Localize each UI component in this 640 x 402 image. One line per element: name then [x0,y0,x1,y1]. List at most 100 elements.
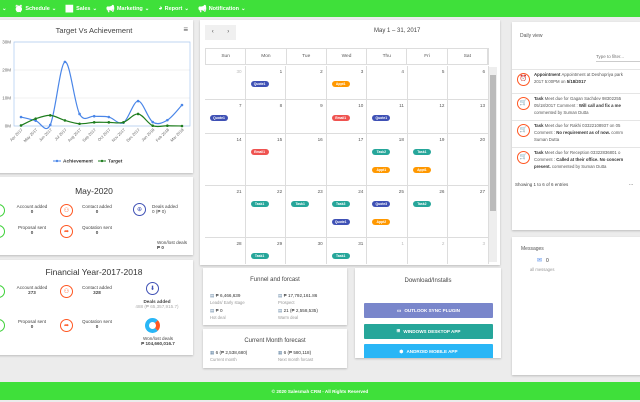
data-point-target[interactable] [151,124,155,128]
filter-input[interactable] [596,52,640,62]
day-cell[interactable]: 28 [205,238,246,264]
day-cell[interactable]: 2 [408,238,449,264]
data-point-achievement[interactable] [19,115,23,119]
data-point-achievement[interactable] [48,123,52,127]
day-cell[interactable]: 30 [205,66,246,99]
day-cell[interactable]: 9 [286,100,327,133]
data-point-target[interactable] [78,122,81,126]
nav-chevron-icon[interactable]: ⌄ [2,5,7,12]
day-cell[interactable]: 31 Task1 [327,238,368,264]
calendar-event[interactable]: Quote1 [250,81,269,87]
data-point-achievement[interactable] [166,118,169,122]
data-point-target[interactable] [92,121,96,124]
calendar-event[interactable]: Quote3 [372,201,391,207]
data-point-achievement[interactable] [136,99,140,103]
day-cell[interactable]: 5 [408,66,449,99]
data-point-achievement[interactable] [92,114,96,118]
day-cell[interactable]: 13 [448,100,489,133]
data-point-achievement[interactable] [34,119,37,122]
data-point-achievement[interactable] [151,120,155,124]
data-point-achievement[interactable] [107,115,111,119]
daily-entry[interactable]: 🛒 Task Meet due for Rakhi 03322108937 on … [517,123,640,143]
data-point-achievement[interactable] [78,112,81,116]
day-cell[interactable]: 12 [408,100,449,133]
data-point-achievement[interactable] [180,103,184,107]
daily-entry[interactable]: 🛒 Task Meet due for Reception 03322836801… [517,150,640,170]
data-point-target[interactable] [180,124,184,128]
day-cell[interactable]: 3 Appt1 [327,66,368,99]
download-button[interactable]: ⬢ ANDROID MOBILE APP [364,344,493,358]
next-button[interactable]: › [227,29,230,35]
day-cell[interactable]: 25 Quote3 Appt2 [367,186,408,237]
data-point-target[interactable] [19,124,23,127]
calendar-event[interactable]: Task1 [412,149,431,155]
calendar-event[interactable]: Appt2 [372,219,391,225]
all-messages-link[interactable]: all messages [530,267,555,272]
day-cell[interactable]: 1 Quote1 [246,66,287,99]
month-proposal: Proposal sent 0 [17,225,47,235]
data-point-target[interactable] [107,121,111,124]
day-cell[interactable]: 21 [205,186,246,237]
pager-ellipsis[interactable]: ... [629,181,634,187]
day-cell[interactable]: 20 [448,134,489,185]
legend-label[interactable]: Target [108,159,123,165]
day-cell[interactable]: 16 [286,134,327,185]
calendar-event[interactable]: Task2 [412,201,431,207]
calendar-event[interactable]: Task1 [291,201,310,207]
data-point-target[interactable] [166,124,169,128]
day-cell[interactable]: 7 Quote1 [205,100,246,133]
day-cell[interactable]: 11 Quote1 [367,100,408,133]
data-point-target[interactable] [63,119,67,122]
day-cell[interactable]: 15 Email1 [246,134,287,185]
calendar-event[interactable]: Email1 [331,115,350,121]
calendar-event[interactable]: Quote1 [372,115,391,121]
calendar-scrollbar[interactable] [489,67,497,262]
day-cell[interactable]: 30 [286,238,327,264]
day-cell[interactable]: 23 Task1 [286,186,327,237]
data-point-target[interactable] [34,117,37,121]
day-cell[interactable]: 26 Task2 [408,186,449,237]
download-button[interactable]: ▭ OUTLOOK SYNC PLUGIN [364,303,493,318]
day-cell[interactable]: 3 [448,238,489,264]
data-point-target[interactable] [122,121,125,124]
daily-entry[interactable]: 🛒 Task Meet due for Gagan Sachdev 9830225… [517,96,640,116]
day-cell[interactable]: 29 Task1 [246,238,287,264]
menu-icon[interactable]: ≡ [183,25,188,34]
nav-item-marketing[interactable]: 📢 Marketing ⌄ [106,5,150,13]
prev-button[interactable]: ‹ [211,29,214,35]
daily-entry[interactable]: ⏰ Appointment Appointment at Deshopriya p… [517,72,640,86]
day-cell[interactable]: 19 Task1 Appt1 [408,134,449,185]
calendar-event[interactable]: Email1 [250,149,269,155]
calendar-event[interactable]: Task1 [331,253,350,259]
day-cell[interactable]: 18 Task2 Appt1 [367,134,408,185]
calendar-event[interactable]: Task1 [250,253,269,259]
data-point-achievement[interactable] [63,60,67,64]
nav-item-report[interactable]: ◕ Report ⌄ [158,5,189,12]
day-cell[interactable]: 24 Task3 Quote1 [327,186,368,237]
day-cell[interactable]: 22 Task1 [246,186,287,237]
download-button[interactable]: ⊞ WINDOWS DESKTOP APP [364,323,493,339]
calendar-event[interactable]: Appt1 [331,81,350,87]
nav-item-schedule[interactable]: ⏰ Schedule ⌄ [14,5,57,13]
day-cell[interactable]: 6 [448,66,489,99]
nav-item-sales[interactable]: 📈 Sales ⌄ [65,5,98,13]
calendar-event[interactable]: Task2 [372,149,391,155]
day-cell[interactable]: 14 [205,134,246,185]
legend-label[interactable]: Achievement [63,159,93,165]
day-cell[interactable]: 27 [448,186,489,237]
calendar-event[interactable]: Quote1 [331,219,350,225]
calendar-event[interactable]: Quote1 [210,115,228,121]
day-cell[interactable]: 2 [286,66,327,99]
calendar-event[interactable]: Task1 [250,201,269,207]
calendar-event[interactable]: Task3 [331,201,350,207]
day-cell[interactable]: 10 Email1 [327,100,368,133]
day-cell[interactable]: 17 [327,134,368,185]
day-cell[interactable]: 1 [367,238,408,264]
data-point-target[interactable] [48,114,52,117]
calendar-event[interactable]: Appt1 [372,167,391,173]
calendar-event[interactable]: Appt1 [412,167,431,173]
day-cell[interactable]: 4 [367,66,408,99]
nav-item-notification[interactable]: 📢 Notification ⌄ [197,5,246,13]
day-cell[interactable]: 8 [246,100,287,133]
data-point-target[interactable] [136,112,140,116]
